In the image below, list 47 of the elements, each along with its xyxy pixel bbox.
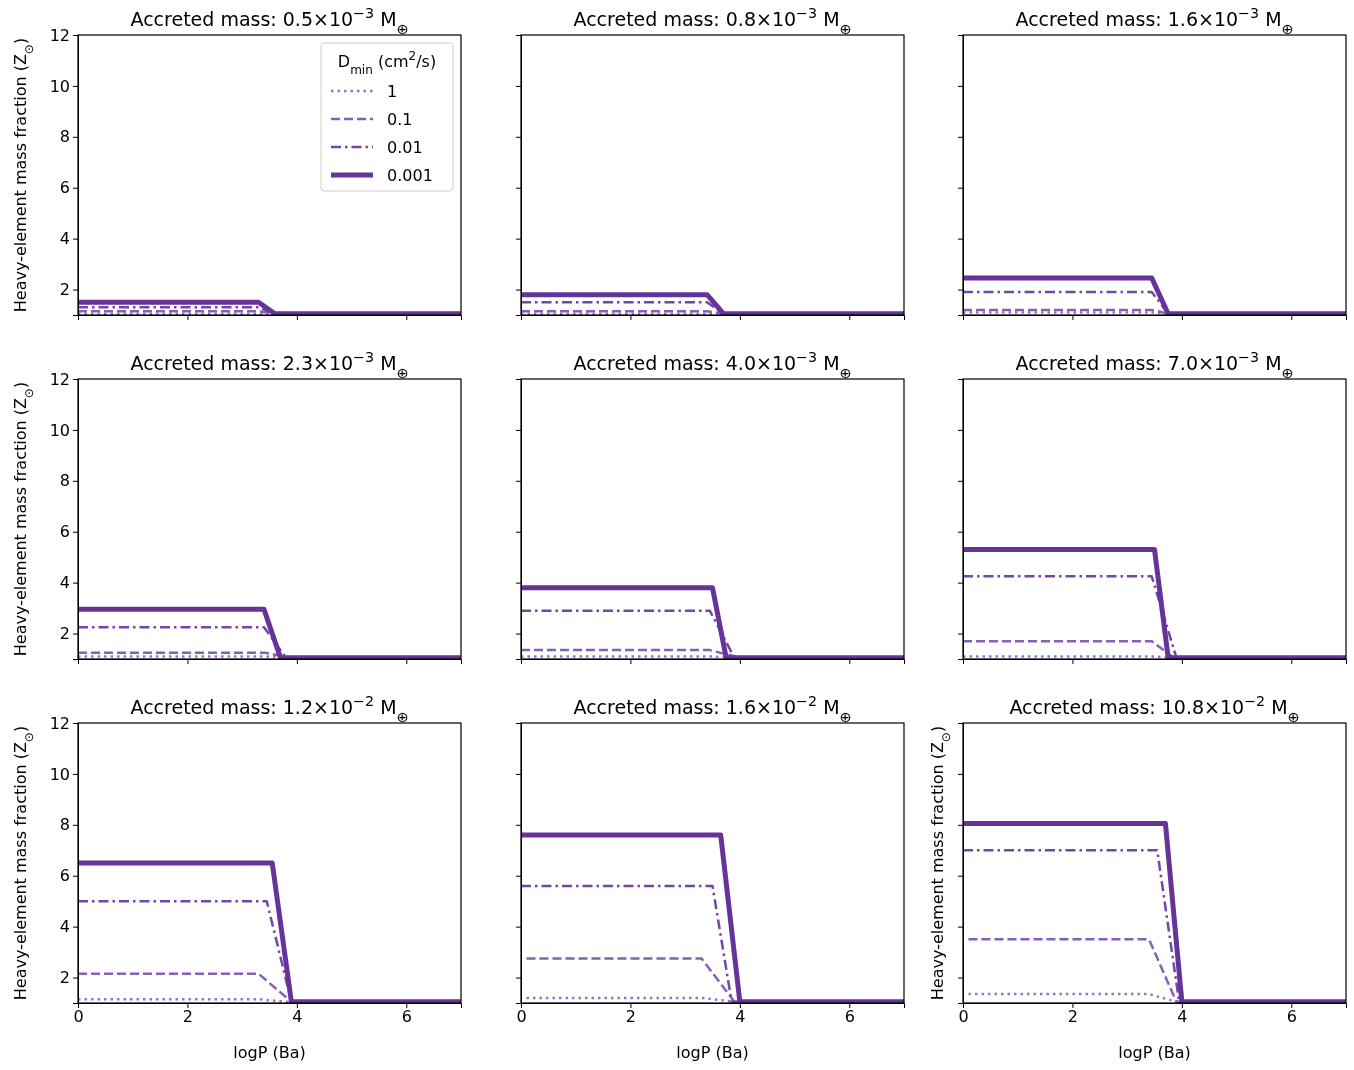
x-tick-label: 0: [73, 1007, 84, 1027]
x-tick-label: 2: [1067, 1007, 1079, 1027]
x-tick-label: 6: [401, 1007, 412, 1027]
chart-title: Accreted mass: 0.5×10$^{−3}$ M$_{⊕}$: [130, 5, 409, 37]
y-tick-label: 8: [59, 815, 70, 835]
y-tick-label: 4: [59, 229, 70, 249]
legend-label: 0.01: [387, 138, 423, 157]
x-tick-label: 0: [958, 1007, 969, 1027]
x-tick-label: 2: [182, 1007, 194, 1027]
chart-title: Accreted mass: 4.0×10$^{−3}$ M$_{⊕}$: [573, 349, 852, 381]
chart-title: Accreted mass: 10.8×10$^{−2}$ M$_{⊕}$: [1009, 693, 1300, 725]
legend-title: D$_{min}$ (cm$^{2}$/s): [337, 49, 437, 77]
y-tick-label: 8: [59, 127, 70, 147]
x-tick-label: 4: [735, 1007, 746, 1027]
x-tick-label: 6: [1286, 1007, 1297, 1027]
y-tick-label: 8: [59, 471, 70, 491]
y-tick-label: 10: [49, 764, 70, 784]
x-tick-label: 0: [516, 1007, 527, 1027]
legend-label: 1: [387, 82, 398, 101]
y-tick-label: 6: [59, 522, 70, 542]
chart-title: Accreted mass: 1.2×10$^{−2}$ M$_{⊕}$: [130, 693, 409, 725]
chart-title: Accreted mass: 2.3×10$^{−3}$ M$_{⊕}$: [130, 349, 409, 381]
chart-title: Accreted mass: 1.6×10$^{−2}$ M$_{⊕}$: [573, 693, 852, 725]
y-tick-label: 6: [59, 866, 70, 886]
y-tick-label: 12: [49, 713, 70, 733]
y-tick-label: 2: [59, 968, 70, 988]
y-tick-label: 10: [49, 420, 70, 440]
chart-title: Accreted mass: 7.0×10$^{−3}$ M$_{⊕}$: [1015, 349, 1294, 381]
x-tick-label: 6: [844, 1007, 855, 1027]
y-tick-label: 4: [59, 917, 70, 937]
x-tick-label: 4: [1177, 1007, 1188, 1027]
x-axis-title: logP (Ba): [1118, 1043, 1191, 1062]
x-axis-title: logP (Ba): [676, 1043, 749, 1062]
y-tick-label: 2: [59, 624, 70, 644]
y-tick-label: 12: [49, 25, 70, 45]
x-axis-title: logP (Ba): [233, 1043, 306, 1062]
y-tick-label: 4: [59, 573, 70, 593]
y-tick-label: 2: [59, 280, 70, 300]
chart-title: Accreted mass: 0.8×10$^{−3}$ M$_{⊕}$: [573, 5, 852, 37]
y-tick-label: 10: [49, 76, 70, 96]
x-tick-label: 4: [292, 1007, 303, 1027]
y-tick-label: 6: [59, 178, 70, 198]
chart-title: Accreted mass: 1.6×10$^{−3}$ M$_{⊕}$: [1015, 5, 1294, 37]
x-tick-label: 2: [625, 1007, 637, 1027]
y-tick-label: 12: [49, 369, 70, 389]
legend-label: 0.001: [387, 166, 433, 185]
legend-label: 0.1: [387, 110, 413, 129]
